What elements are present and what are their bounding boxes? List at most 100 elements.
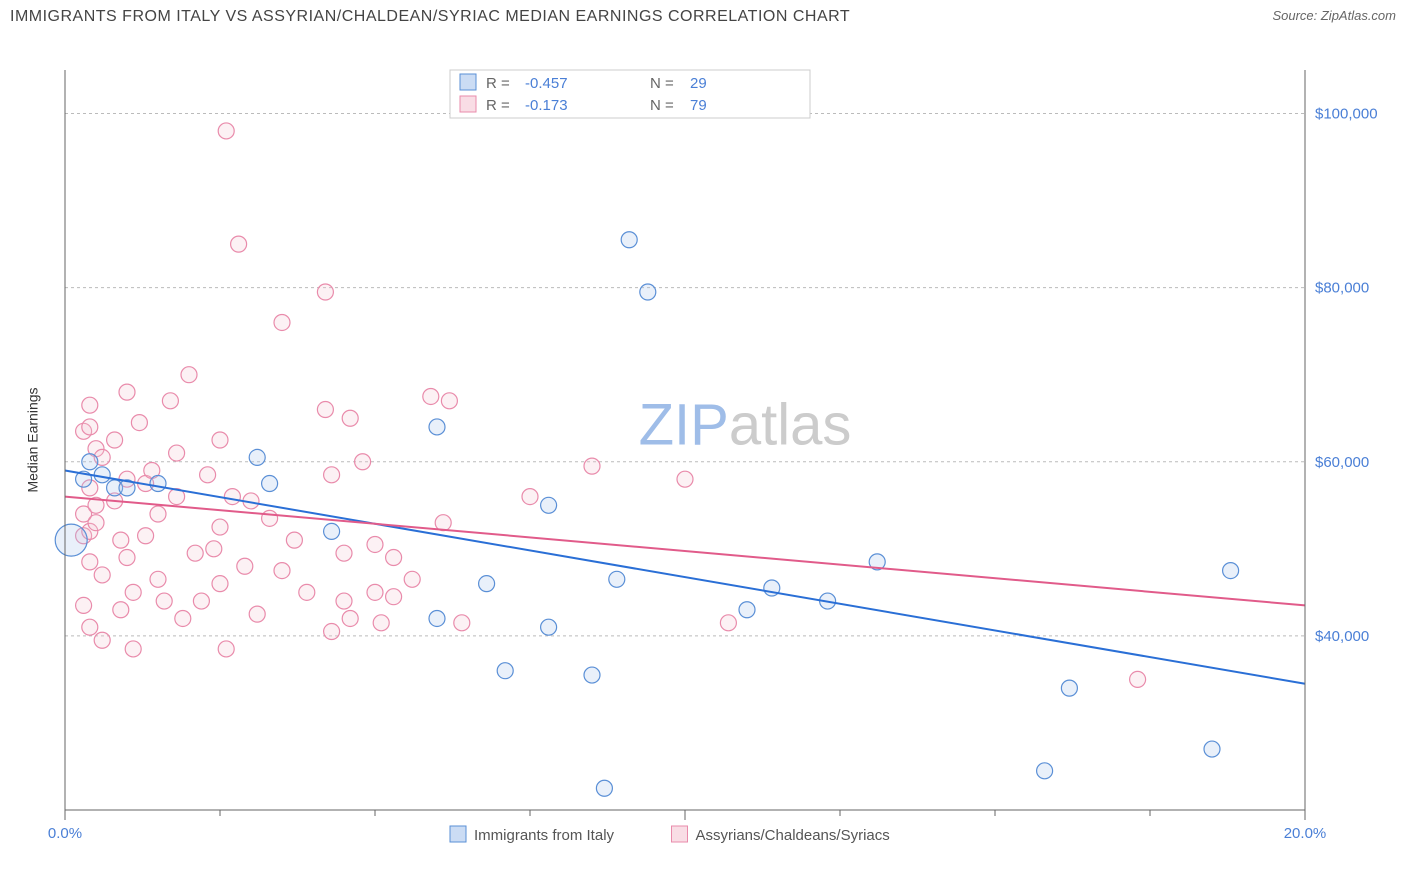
data-point	[131, 415, 147, 431]
data-point	[541, 619, 557, 635]
data-point	[82, 419, 98, 435]
data-point	[274, 314, 290, 330]
legend-n-label: N =	[650, 97, 674, 114]
source-attribution: Source: ZipAtlas.com	[1272, 8, 1396, 23]
data-point	[423, 388, 439, 404]
trend-line	[65, 497, 1305, 606]
data-point	[1204, 741, 1220, 757]
chart-container: Median Earnings $40,000 $60,000 $80,000 $10…	[10, 40, 1396, 840]
data-point	[94, 567, 110, 583]
data-point	[324, 624, 340, 640]
data-point	[429, 419, 445, 435]
data-point	[206, 541, 222, 557]
data-point	[150, 506, 166, 522]
y-tick-label: $40,000	[1315, 628, 1369, 645]
header: IMMIGRANTS FROM ITALY VS ASSYRIAN/CHALDE…	[10, 8, 1396, 38]
y-tick-label: $100,000	[1315, 106, 1378, 123]
data-point	[441, 393, 457, 409]
data-point	[336, 545, 352, 561]
data-point	[187, 545, 203, 561]
data-point	[181, 367, 197, 383]
data-point	[609, 571, 625, 587]
data-point	[386, 589, 402, 605]
data-point	[1130, 671, 1146, 687]
data-point	[224, 489, 240, 505]
y-tick-label: $60,000	[1315, 454, 1369, 471]
data-point	[336, 593, 352, 609]
data-point	[429, 610, 445, 626]
data-point	[125, 584, 141, 600]
data-point	[212, 432, 228, 448]
watermark: ZIPatlas	[639, 392, 852, 457]
data-point	[454, 615, 470, 631]
data-point	[200, 467, 216, 483]
legend-swatch	[460, 74, 476, 90]
data-point	[342, 610, 358, 626]
legend-r-value: -0.457	[525, 75, 568, 92]
data-point	[107, 432, 123, 448]
legend-n-value: 79	[690, 97, 707, 114]
data-point	[1061, 680, 1077, 696]
legend-swatch	[460, 96, 476, 112]
legend-r-value: -0.173	[525, 97, 568, 114]
data-point	[82, 619, 98, 635]
data-point	[150, 476, 166, 492]
data-point	[355, 454, 371, 470]
data-point	[584, 458, 600, 474]
data-point	[138, 528, 154, 544]
data-point	[231, 236, 247, 252]
data-point	[621, 232, 637, 248]
data-point	[169, 445, 185, 461]
legend-r-label: R =	[486, 75, 510, 92]
data-point	[317, 402, 333, 418]
data-point	[342, 410, 358, 426]
data-point	[218, 641, 234, 657]
data-point	[677, 471, 693, 487]
data-point	[1223, 563, 1239, 579]
data-point	[237, 558, 253, 574]
data-point	[94, 467, 110, 483]
data-point	[274, 563, 290, 579]
data-point	[720, 615, 736, 631]
data-point	[82, 454, 98, 470]
data-point	[150, 571, 166, 587]
legend-series-label: Assyrians/Chaldeans/Syriacs	[696, 827, 890, 844]
data-point	[286, 532, 302, 548]
data-point	[324, 467, 340, 483]
legend-swatch	[672, 826, 688, 842]
data-point	[175, 610, 191, 626]
data-point	[94, 632, 110, 648]
source-name: ZipAtlas.com	[1321, 8, 1396, 23]
data-point	[1037, 763, 1053, 779]
data-point	[249, 606, 265, 622]
data-point	[596, 780, 612, 796]
y-tick-label: $80,000	[1315, 280, 1369, 297]
data-point	[119, 550, 135, 566]
data-point	[541, 497, 557, 513]
data-point	[373, 615, 389, 631]
data-point	[522, 489, 538, 505]
data-point	[367, 584, 383, 600]
data-point	[584, 667, 600, 683]
source-label: Source:	[1272, 8, 1320, 23]
data-point	[162, 393, 178, 409]
data-point	[55, 524, 87, 556]
data-point	[125, 641, 141, 657]
x-tick-label: 20.0%	[1284, 825, 1327, 842]
data-point	[113, 532, 129, 548]
data-point	[479, 576, 495, 592]
y-axis-label: Median Earnings	[25, 387, 41, 492]
data-point	[212, 519, 228, 535]
data-point	[119, 384, 135, 400]
chart-title: IMMIGRANTS FROM ITALY VS ASSYRIAN/CHALDE…	[10, 8, 850, 25]
legend-r-label: R =	[486, 97, 510, 114]
data-point	[218, 123, 234, 139]
data-point	[404, 571, 420, 587]
scatter-chart: $40,000$60,000$80,000$100,000ZIPatlas0.0…	[10, 40, 1396, 870]
data-point	[386, 550, 402, 566]
trend-line	[65, 470, 1305, 683]
data-point	[193, 593, 209, 609]
data-point	[88, 515, 104, 531]
data-point	[262, 510, 278, 526]
data-point	[324, 523, 340, 539]
